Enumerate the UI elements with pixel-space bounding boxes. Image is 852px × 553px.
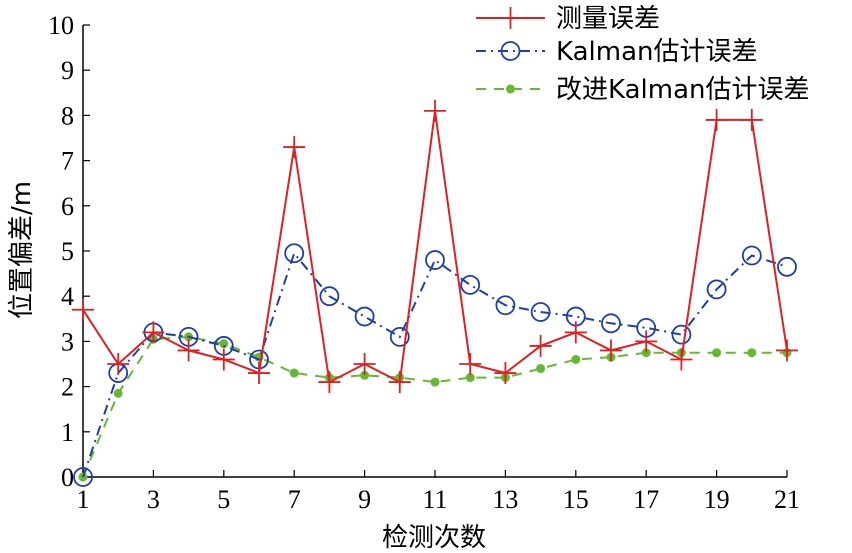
legend-label: 改进Kalman估计误差: [556, 75, 810, 105]
legend-marker: [506, 84, 515, 94]
y-tick-label: 8: [61, 101, 74, 130]
data-point: [425, 250, 445, 270]
x-tick-label: 9: [358, 485, 371, 514]
data-point: [530, 302, 551, 322]
y-tick-label: 5: [61, 237, 74, 266]
data-point: [319, 286, 340, 307]
data-point: [318, 371, 341, 394]
data-point: [671, 324, 692, 345]
legend-item: 测量误差: [476, 4, 660, 34]
data-point: [601, 313, 621, 334]
data-point: [747, 348, 757, 358]
y-tick-label: 7: [61, 147, 74, 176]
data-point: [219, 339, 229, 349]
data-point: [705, 108, 728, 131]
data-point: [289, 368, 299, 378]
data-point: [460, 274, 481, 295]
data-point: [776, 339, 798, 362]
data-point: [670, 348, 693, 371]
x-tick-label: 21: [774, 485, 800, 514]
data-point: [284, 243, 305, 264]
data-point: [635, 330, 658, 353]
y-tick-label: 10: [48, 11, 74, 40]
y-axis-title: 位置偏差/m: [7, 181, 37, 319]
data-point: [107, 353, 130, 375]
legend-marker: [500, 41, 521, 61]
data-point: [600, 339, 622, 362]
series-1: [72, 99, 798, 394]
legend-item: 改进Kalman估计误差: [476, 75, 810, 105]
data-point: [73, 467, 93, 487]
data-point: [388, 371, 411, 394]
x-tick-label: 19: [704, 485, 730, 514]
series-layer: [72, 99, 798, 487]
data-point: [571, 354, 581, 364]
data-point: [777, 256, 797, 277]
data-point: [113, 388, 123, 398]
data-point: [641, 348, 651, 358]
y-tick-label: 4: [61, 282, 74, 311]
x-tick-label: 1: [77, 485, 90, 514]
data-point: [495, 295, 516, 316]
data-point: [283, 136, 306, 159]
data-point: [529, 334, 552, 357]
y-tick-label: 0: [61, 463, 74, 492]
data-point: [360, 370, 370, 380]
y-tick-label: 2: [61, 373, 74, 402]
data-point: [72, 298, 94, 321]
data-point: [706, 279, 727, 300]
x-tick-label: 5: [217, 485, 230, 514]
data-point: [424, 99, 446, 122]
legend-item: Kalman估计误差: [476, 37, 758, 67]
data-point: [465, 373, 475, 383]
y-tick-label: 1: [61, 418, 74, 447]
data-point: [212, 348, 235, 371]
x-axis-title: 检测次数: [382, 523, 486, 553]
y-tick-label: 3: [61, 327, 74, 356]
data-point: [389, 326, 410, 347]
x-tick-label: 11: [422, 485, 447, 514]
x-tick-label: 13: [492, 485, 518, 514]
data-point: [459, 353, 482, 375]
data-point: [741, 245, 762, 266]
x-tick-label: 7: [288, 485, 301, 514]
x-tick-label: 3: [147, 485, 160, 514]
x-tick-label: 17: [633, 485, 659, 514]
data-point: [248, 362, 270, 385]
x-tick-label: 15: [563, 485, 589, 514]
data-point: [430, 377, 440, 387]
data-point: [536, 364, 546, 374]
data-point: [142, 321, 165, 344]
data-point: [354, 306, 375, 327]
series-line: [82, 335, 787, 478]
legend-label: 测量误差: [556, 4, 660, 34]
y-tick-label: 6: [61, 192, 74, 221]
y-tick-label: 9: [61, 56, 74, 85]
legend-label: Kalman估计误差: [556, 37, 758, 67]
data-point: [177, 339, 200, 362]
data-point: [353, 353, 376, 375]
legend-marker: [499, 7, 522, 29]
data-point: [712, 348, 722, 358]
series-2: [73, 243, 797, 487]
data-point: [564, 321, 587, 344]
data-point: [494, 362, 517, 385]
data-point: [740, 108, 763, 131]
